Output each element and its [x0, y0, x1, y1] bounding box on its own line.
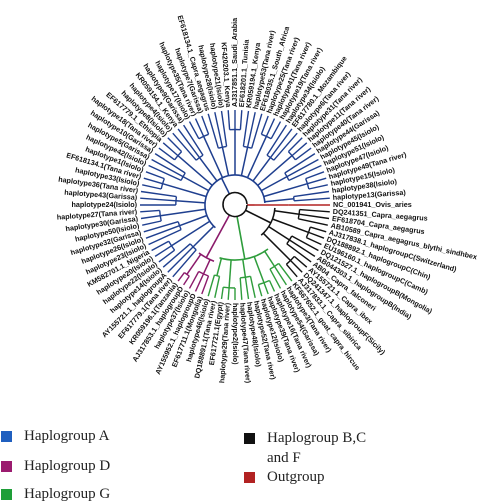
- tree-leaf-branch: [264, 283, 268, 294]
- legend-label-haplogroup-d: Haplogroup D: [24, 456, 110, 476]
- tree-subclade-stem: [243, 259, 246, 277]
- legend-item-haplogroup-bcf: Haplogroup B,C and F: [244, 428, 374, 468]
- tree-clade-stem: [246, 210, 271, 223]
- tree-clade-arc: [205, 175, 265, 228]
- legend-item-outgroup: Outgroup: [244, 467, 325, 487]
- tree-leaf-branch: [270, 281, 275, 292]
- tree-leaf-branch: [258, 285, 261, 297]
- tree-subclade-stem: [275, 211, 300, 215]
- legend-swatch-haplogroup-a: [1, 431, 12, 442]
- tree-leaf-branch: [142, 221, 161, 225]
- legend-item-haplogroup-d: Haplogroup D: [1, 456, 110, 476]
- tree-clade-stem: [237, 217, 245, 259]
- tree-leaf-branch: [309, 232, 324, 238]
- tree-subclade-stem: [229, 260, 231, 288]
- tree-leaf-branch: [140, 198, 176, 201]
- tree-subclade-stem: [204, 136, 223, 177]
- tree-leaf-branch: [178, 273, 184, 282]
- tree-leaf-branch: [222, 111, 227, 146]
- tree-leaf-branch: [146, 172, 164, 179]
- tree-leaf-branch: [307, 178, 326, 184]
- tree-leaf-branch: [215, 276, 220, 298]
- tree-subclade-stem: [273, 219, 309, 232]
- tree-subclade-stem: [172, 221, 210, 246]
- tree-leaf-branch: [142, 185, 161, 189]
- legend-swatch-haplogroup-bcf: [244, 433, 255, 444]
- legend-label-outgroup: Outgroup: [267, 467, 325, 487]
- tree-leaf-branch: [184, 276, 190, 285]
- tree-leaf-branch: [245, 277, 248, 299]
- tree-clade-stem: [222, 178, 230, 194]
- tree-leaf-branch: [279, 263, 292, 281]
- tree-subclade-stem: [258, 156, 292, 186]
- tree-leaf-branch: [140, 210, 160, 211]
- tree-leaf-branch: [240, 278, 242, 300]
- tree-leaf-branch: [228, 288, 229, 300]
- tree-leaf-branch: [208, 275, 214, 296]
- tree-leaf-branch: [294, 198, 330, 201]
- tree-subclade-stem: [241, 147, 247, 176]
- legend-item-haplogroup-g: Haplogroup G: [1, 484, 110, 504]
- tree-root-arc: [223, 193, 247, 217]
- tree-subclade-stem: [176, 201, 205, 203]
- legend-label-haplogroup-a: Haplogroup A: [24, 426, 109, 446]
- tree-subclade-stem: [254, 257, 264, 283]
- tree-leaf-branch: [144, 178, 163, 184]
- tree-subclade-stem: [204, 260, 211, 274]
- tree-leaf-branch: [240, 110, 241, 130]
- tree-leaf-branch: [309, 185, 328, 189]
- tree-leaf-branch: [251, 276, 256, 298]
- tree-leaf-label: haplotype2(Isiolo): [231, 303, 240, 365]
- tree-leaf-labels: NC_001941_Ovis_ariesDQ241351_Capra_aegag…: [56, 14, 477, 384]
- tree-leaf-branch: [243, 111, 248, 146]
- tree-leaf-branch: [300, 210, 330, 212]
- tree-leaf-branch: [298, 219, 328, 225]
- legend-label-haplogroup-bcf: Haplogroup B,C and F: [267, 428, 374, 468]
- tree-branches: [140, 110, 330, 300]
- tree-subclade-stem: [222, 147, 228, 176]
- tree-leaf-branch: [228, 110, 229, 130]
- tree-subclade-stem: [160, 209, 205, 215]
- tree-subclade-stem: [180, 216, 207, 226]
- legend-swatch-outgroup: [244, 472, 255, 483]
- tree-leaf-branch: [141, 216, 160, 219]
- phylogenetic-tree: NC_001941_Ovis_ariesDQ241351_Capra_aegag…: [0, 0, 478, 415]
- legend-swatch-haplogroup-g: [1, 489, 12, 500]
- tree-leaf-branch: [306, 238, 321, 245]
- tree-leaf-branch: [202, 116, 209, 134]
- tree-subclade-stem: [269, 227, 290, 240]
- tree-leaf-branch: [310, 227, 326, 232]
- tree-subclade-stem: [265, 251, 275, 266]
- legend-item-haplogroup-a: Haplogroup A: [1, 426, 109, 446]
- tree-subclade-stem: [265, 199, 294, 202]
- tree-subclade-stem: [217, 258, 222, 275]
- tree-leaf-branch: [261, 116, 268, 134]
- legend: Haplogroup A Haplogroup D Haplogroup G H…: [0, 420, 478, 503]
- tree-leaf-label: haplotype24(Isiolo): [72, 200, 138, 209]
- legend-label-haplogroup-g: Haplogroup G: [24, 484, 110, 504]
- tree-subclade-stem: [248, 136, 267, 177]
- tree-leaf-branch: [306, 172, 324, 179]
- tree-leaf-branch: [222, 287, 224, 299]
- tree-subclade-stem: [178, 156, 212, 186]
- tree-leaf-branch: [141, 192, 176, 197]
- tree-leaf-branch: [294, 192, 329, 197]
- tree-leaf-branch: [202, 276, 209, 294]
- tree-leaf-branch: [275, 266, 287, 285]
- tree-leaf-branch: [299, 214, 329, 218]
- legend-swatch-haplogroup-d: [1, 461, 12, 472]
